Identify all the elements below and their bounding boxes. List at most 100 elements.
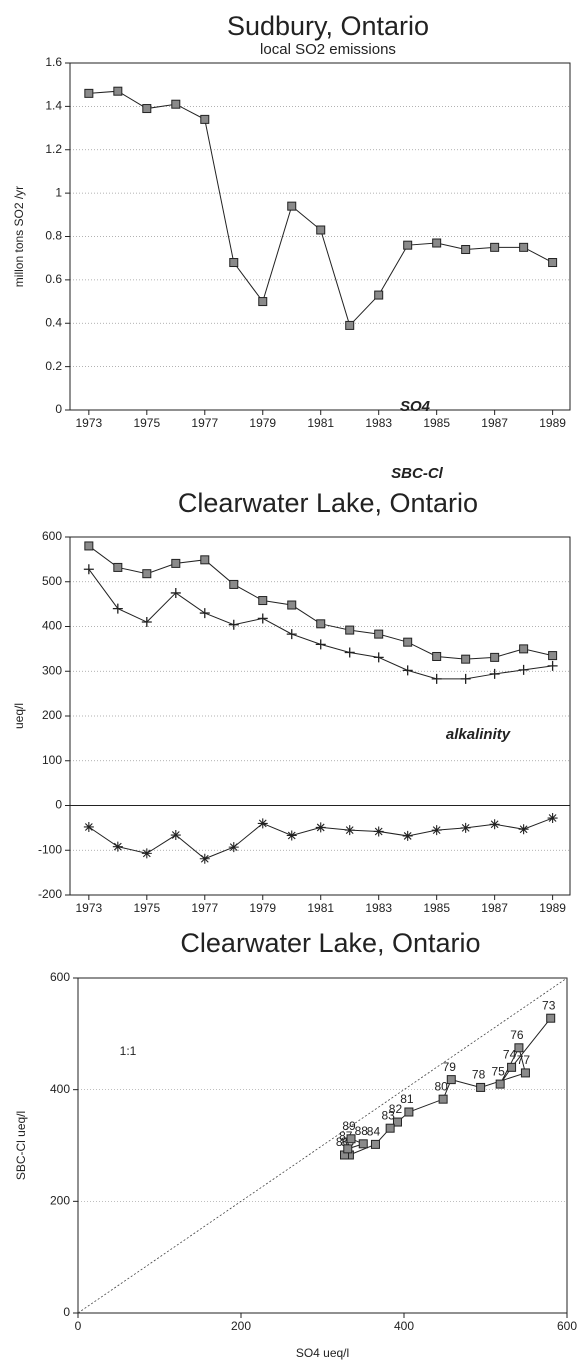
data-point <box>518 824 529 835</box>
y-tick-label: 200 <box>42 708 62 722</box>
y-tick-label: 300 <box>42 663 62 677</box>
data-point <box>316 225 326 235</box>
data-point <box>432 651 442 661</box>
data-point <box>257 818 268 829</box>
y-tick-label: 600 <box>42 529 62 543</box>
point-label: 79 <box>443 1060 457 1074</box>
y-tick-label: 1.6 <box>45 55 62 69</box>
data-point <box>392 1117 402 1127</box>
x-tick-label: 1975 <box>133 416 160 430</box>
data-point <box>258 297 268 307</box>
x-tick-label: 1977 <box>191 901 218 915</box>
x-tick-label: 1983 <box>365 901 392 915</box>
data-point <box>519 644 529 654</box>
data-point <box>287 201 297 211</box>
x-tick-label: 1981 <box>307 416 334 430</box>
data-point <box>229 579 239 589</box>
x-tick-label: 1973 <box>75 901 102 915</box>
point-label: 74 <box>503 1048 517 1062</box>
series-label: alkalinity <box>446 726 511 743</box>
data-point <box>460 673 471 684</box>
data-point <box>546 1013 556 1023</box>
chart-title: Sudbury, Ontario <box>227 11 429 41</box>
data-point <box>374 629 384 639</box>
y-tick-label: 0 <box>63 1305 70 1319</box>
data-point <box>490 242 500 252</box>
data-point <box>438 1094 448 1104</box>
data-point <box>370 1139 380 1149</box>
data-point <box>402 665 413 676</box>
data-point <box>142 104 152 114</box>
data-point <box>489 819 500 830</box>
data-point <box>404 1107 414 1117</box>
data-point <box>287 600 297 610</box>
data-point <box>431 673 442 684</box>
y-tick-label: 500 <box>42 574 62 588</box>
x-tick-label: 0 <box>75 1319 82 1333</box>
plot-frame <box>69 536 571 896</box>
data-point <box>490 652 500 662</box>
y-tick-label: 600 <box>50 970 70 984</box>
y-tick-label: -100 <box>38 842 62 856</box>
y-axis-label: millon tons SO2 /yr <box>12 186 26 287</box>
data-point <box>200 114 210 124</box>
data-point <box>446 1075 456 1085</box>
y-tick-label: 0.6 <box>45 272 62 286</box>
data-point <box>141 617 152 628</box>
point-label: 75 <box>491 1064 505 1078</box>
series-label: SBC-Cl <box>391 465 443 482</box>
annotation: 1:1 <box>120 1044 137 1058</box>
data-point <box>519 242 529 252</box>
y-tick-label: 400 <box>50 1082 70 1096</box>
data-point <box>385 1123 395 1133</box>
y-tick-label: 0 <box>55 798 62 812</box>
data-point <box>476 1082 486 1092</box>
data-point <box>112 603 123 614</box>
data-point <box>358 1139 368 1149</box>
point-label: 80 <box>434 1079 448 1093</box>
data-point <box>431 825 442 836</box>
data-point <box>170 587 181 598</box>
series-line <box>88 90 553 327</box>
data-point <box>83 821 94 832</box>
data-point <box>507 1062 517 1072</box>
plot-frame <box>69 62 571 411</box>
y-tick-label: 1 <box>55 185 62 199</box>
data-point <box>548 651 558 661</box>
y-axis-label: SBC-Cl ueq/l <box>14 1111 28 1180</box>
x-tick-label: 1987 <box>481 416 508 430</box>
point-label: 78 <box>472 1068 486 1082</box>
point-label: 81 <box>400 1092 414 1106</box>
data-point <box>402 830 413 841</box>
x-tick-label: 1975 <box>133 901 160 915</box>
data-point <box>316 619 326 629</box>
data-point <box>83 564 94 575</box>
data-point <box>345 625 355 635</box>
y-tick-label: 100 <box>42 753 62 767</box>
data-point <box>460 822 471 833</box>
data-point <box>141 848 152 859</box>
data-point <box>432 238 442 248</box>
y-tick-label: 1.2 <box>45 142 62 156</box>
x-tick-label: 200 <box>231 1319 251 1333</box>
data-point <box>518 664 529 675</box>
series-label: SO4 <box>400 398 431 415</box>
x-tick-label: 1977 <box>191 416 218 430</box>
data-point <box>113 562 123 572</box>
x-tick-label: 1987 <box>481 901 508 915</box>
point-label: 84 <box>367 1125 381 1139</box>
point-label: 77 <box>517 1053 531 1067</box>
x-tick-label: 1979 <box>249 901 276 915</box>
data-point <box>315 639 326 650</box>
data-point <box>344 647 355 658</box>
data-point <box>84 88 94 98</box>
y-axis-label: ueq/l <box>12 703 26 729</box>
data-point <box>84 541 94 551</box>
y-tick-label: -200 <box>38 887 62 901</box>
y-tick-label: 400 <box>42 619 62 633</box>
y-tick-label: 1.4 <box>45 99 62 113</box>
y-tick-label: 200 <box>50 1194 70 1208</box>
data-point <box>344 825 355 836</box>
data-point <box>199 608 210 619</box>
data-point <box>142 569 152 579</box>
